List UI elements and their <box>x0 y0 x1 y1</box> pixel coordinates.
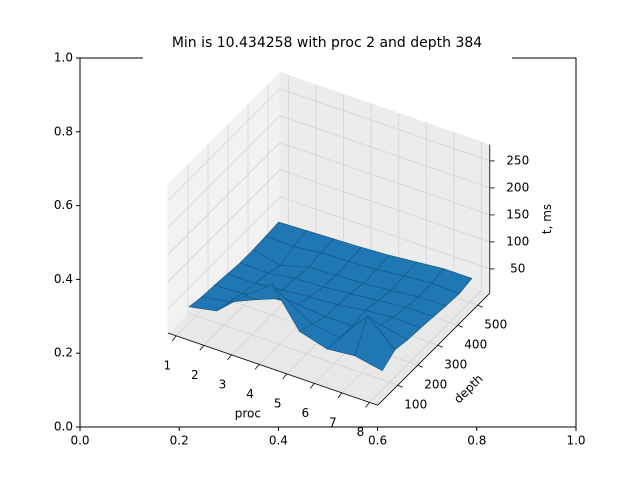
y-tick <box>457 324 463 328</box>
y-tick-label: 200 <box>424 378 447 392</box>
grid-line <box>167 115 281 228</box>
y-tick-label: 0.4 <box>54 272 73 286</box>
x-tick-label: 5 <box>274 396 282 410</box>
y-tick <box>417 364 423 368</box>
x-tick-label: 0.8 <box>467 434 486 448</box>
x-axis-label: proc <box>235 407 261 421</box>
grid-line <box>167 196 281 309</box>
x-tick-label: 1 <box>163 358 171 372</box>
y-tick-label: 0.2 <box>54 346 73 360</box>
z-tick-label: 150 <box>506 207 529 221</box>
x-tick-label: 0.6 <box>368 434 387 448</box>
z-axis-label: t, ms <box>540 204 554 234</box>
grid-line <box>187 312 398 386</box>
y-tick-label: 300 <box>444 358 467 372</box>
chart-title: Min is 10.434258 with proc 2 and depth 3… <box>172 35 482 51</box>
y-axis-label: depth <box>451 372 486 407</box>
x-tick <box>309 383 315 389</box>
grid-line <box>279 169 490 243</box>
z-tick-label: 100 <box>506 234 529 248</box>
title-backdrop <box>143 40 512 62</box>
x-tick-label: 6 <box>301 406 309 420</box>
grid-line <box>167 88 281 201</box>
y-tick-label: 0.0 <box>54 420 73 434</box>
grid-line <box>279 196 490 270</box>
grid-line <box>369 290 482 403</box>
x-tick-label: 8 <box>357 425 365 439</box>
y-axis-line <box>377 292 491 406</box>
x-tick-label: 3 <box>219 377 227 391</box>
x-tick <box>199 345 205 351</box>
x-tick <box>254 364 260 370</box>
x-tick-label: 0.0 <box>70 434 89 448</box>
x-tick <box>171 335 177 342</box>
z-tick-label: 50 <box>510 261 525 275</box>
x-axis-line <box>167 332 378 406</box>
grid-line <box>167 142 281 255</box>
grid-line <box>167 169 281 282</box>
y-tick <box>477 304 483 308</box>
y-tick <box>397 384 403 388</box>
y-tick-label: 1.0 <box>54 51 73 65</box>
x-tick-label: 2 <box>191 368 199 382</box>
y-tick-label: 0.8 <box>54 124 73 138</box>
y-tick-label: 100 <box>404 398 427 412</box>
x-tick-label: 0.2 <box>170 434 189 448</box>
surface-patch <box>354 315 396 372</box>
x-tick-label: 1.0 <box>566 434 585 448</box>
x-tick-label: 0.4 <box>269 434 288 448</box>
z-tick-label: 200 <box>506 180 529 194</box>
grid-line <box>279 88 490 162</box>
x-tick <box>365 402 370 408</box>
y-tick-label: 400 <box>464 338 487 352</box>
x-tick <box>337 392 343 399</box>
grid-line <box>279 142 490 216</box>
y-tick-label: 0.6 <box>54 198 73 212</box>
x-tick <box>282 373 287 380</box>
y-tick-label: 500 <box>484 318 507 332</box>
x-tick <box>227 354 232 361</box>
grid-line <box>279 115 490 189</box>
x-tick-label: 7 <box>329 415 337 429</box>
z-tick-label: 250 <box>506 153 529 167</box>
x-tick-label: 4 <box>246 387 254 401</box>
y-tick <box>437 344 443 348</box>
